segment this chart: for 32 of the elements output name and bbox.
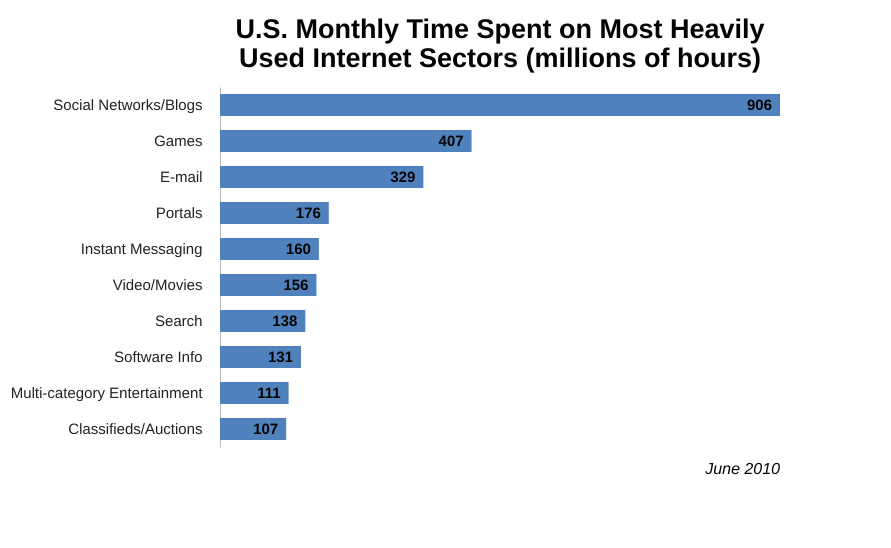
bar: [220, 382, 289, 404]
bar: [220, 346, 301, 368]
y-tick-label: Classifieds/Auctions: [68, 421, 202, 438]
bar: [220, 274, 316, 296]
data-label: 156: [283, 277, 308, 294]
y-tick-label: Social Networks/Blogs: [53, 97, 202, 114]
y-tick-label: Multi-category Entertainment: [10, 385, 204, 402]
data-label: 111: [257, 385, 281, 402]
bar: [220, 238, 319, 260]
bar: [220, 310, 306, 332]
data-label: 160: [286, 241, 311, 258]
data-label: 906: [746, 97, 772, 114]
y-tick-label: Search: [154, 313, 202, 330]
data-label: 107: [253, 421, 278, 438]
bar: [220, 202, 329, 224]
y-tick-label: Instant Messaging: [80, 241, 202, 258]
y-tick-label: E-mail: [160, 169, 202, 186]
data-label: 176: [296, 205, 321, 222]
y-tick-label: Games: [154, 133, 202, 150]
y-tick-label: Portals: [156, 205, 202, 222]
bar: [220, 130, 472, 152]
y-tick-label: Software Info: [114, 349, 202, 366]
chart-title: U.S. Monthly Time Spent on Most Heavily Used Internet Sectors (millions of hours): [235, 14, 765, 73]
bar: [220, 166, 424, 188]
bar: [220, 94, 780, 116]
data-label: 138: [272, 313, 298, 330]
data-label: 407: [438, 133, 464, 150]
text: June 2010: [704, 461, 780, 478]
bar: [220, 418, 286, 440]
data-label: 329: [390, 169, 416, 186]
y-tick-label: Video/Movies: [112, 277, 202, 294]
data-label: 131: [268, 349, 293, 366]
